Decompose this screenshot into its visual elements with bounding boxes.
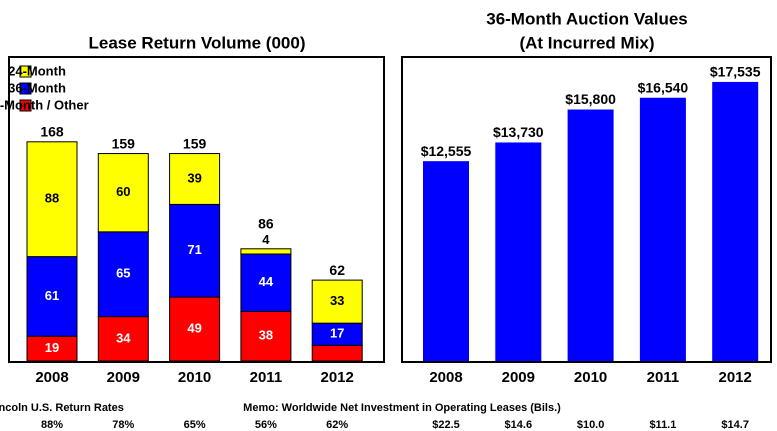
legend-swatch <box>19 82 32 95</box>
data-label: 34 <box>116 330 131 345</box>
legend-label: 36-Month <box>8 80 66 95</box>
data-label: 17 <box>330 326 344 341</box>
data-label: 88 <box>45 191 59 206</box>
data-label: 71 <box>187 242 201 257</box>
data-label: $17,535 <box>710 64 761 80</box>
data-label: 61 <box>45 288 59 303</box>
bar-segment <box>97 316 149 362</box>
memo-value: $14.6 <box>505 419 533 431</box>
total-label: 62 <box>329 262 345 278</box>
data-label: 4 <box>262 232 270 247</box>
chart-title: (At Incurred Mix) <box>519 33 654 52</box>
x-tick-label: 2011 <box>647 369 680 386</box>
total-label: 86 <box>258 215 274 231</box>
data-label: $16,540 <box>638 79 689 95</box>
data-label: 49 <box>187 320 201 335</box>
data-label: 38 <box>259 328 273 343</box>
data-label: $15,800 <box>565 91 616 107</box>
bar-segment <box>240 310 292 362</box>
x-tick-label: 2008 <box>429 369 462 386</box>
x-tick-label: 2008 <box>35 369 68 386</box>
memo-value: $14.7 <box>721 419 749 431</box>
bar <box>567 109 614 361</box>
chart-title: 36-Month Auction Values <box>486 9 688 28</box>
x-tick-label: 2011 <box>250 369 283 386</box>
data-label: 44 <box>259 274 274 289</box>
legend-label: 24-Month <box>8 63 66 78</box>
bar-segment <box>169 296 221 362</box>
x-tick-label: 2009 <box>502 369 535 386</box>
memo-value: 56% <box>255 419 277 431</box>
memo-value: 78% <box>112 419 134 431</box>
data-label: 39 <box>187 170 201 185</box>
x-tick-label: 2010 <box>178 369 211 386</box>
bar-segment <box>26 256 78 337</box>
data-label: $12,555 <box>421 143 472 159</box>
x-tick-label: 2012 <box>321 369 354 386</box>
memo-value: $10.0 <box>577 419 605 431</box>
memo-value: $22.5 <box>432 419 460 431</box>
memo-value: 62% <box>326 419 348 431</box>
memo-value: 65% <box>184 419 206 431</box>
legend-swatch <box>19 99 32 112</box>
legend-label: 39-Month / Other <box>0 97 89 112</box>
x-tick-label: 2010 <box>574 369 607 386</box>
memo-title: Memo: Ford and Lincoln U.S. Return Rates <box>0 402 124 414</box>
bar <box>495 142 542 361</box>
data-label: $13,730 <box>493 124 544 140</box>
bar-segment <box>169 153 221 205</box>
bar-segment <box>311 344 363 362</box>
bar-segment <box>97 231 149 318</box>
bar <box>712 81 759 361</box>
legend-swatch <box>19 65 32 78</box>
memo-value: 88% <box>41 419 63 431</box>
memo-title: Memo: Worldwide Net Investment in Operat… <box>243 402 561 414</box>
total-label: 159 <box>183 135 207 151</box>
chart-title: Lease Return Volume (000) <box>89 33 306 52</box>
x-tick-label: 2012 <box>719 369 752 386</box>
bar <box>639 97 686 362</box>
bar-segment <box>240 248 292 255</box>
bar-segment <box>169 203 221 298</box>
data-label: 60 <box>116 184 130 199</box>
bar-segment <box>26 141 78 258</box>
bar-segment <box>240 253 292 312</box>
data-label: 19 <box>45 340 59 355</box>
bar-segment <box>311 279 363 324</box>
data-label: 65 <box>116 266 130 281</box>
total-label: 168 <box>40 124 64 140</box>
x-tick-label: 2009 <box>107 369 140 386</box>
total-label: 159 <box>112 135 136 151</box>
bar <box>423 161 469 361</box>
memo-value: $11.1 <box>649 419 676 431</box>
bar-segment <box>97 153 149 233</box>
data-label: 33 <box>330 293 344 308</box>
